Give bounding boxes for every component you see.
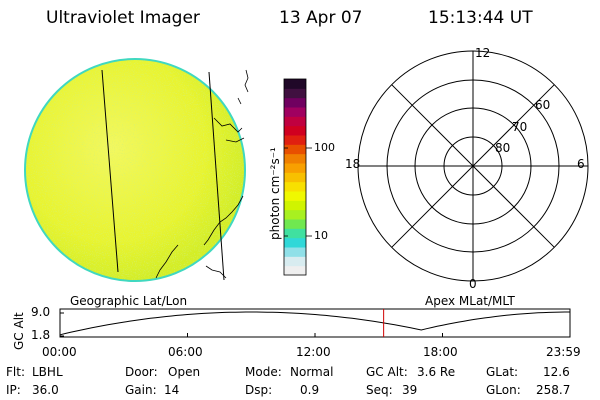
colorbar-segment	[284, 209, 306, 220]
x-tick-0600: 06:00	[168, 345, 203, 359]
colorbar-segment	[284, 125, 306, 136]
mlt-label-0: 0	[469, 277, 477, 291]
filter-value: LBHL	[32, 365, 63, 379]
earth-disk-image	[24, 58, 249, 282]
colorbar-segment	[284, 135, 306, 145]
gain-value: 14	[164, 383, 180, 397]
colorbar-segment	[284, 107, 306, 117]
colorbar-segment	[284, 163, 306, 173]
seq-value: 39	[402, 383, 418, 397]
colorbar-tick-10: 10	[314, 229, 328, 242]
mode-value: Normal	[290, 365, 334, 379]
colorbar-segment	[284, 265, 306, 276]
ip-value: 36.0	[32, 383, 59, 397]
geographic-label: Geographic Lat/Lon	[70, 294, 188, 308]
lat-label-60: 60	[535, 98, 551, 112]
colorbar-segment	[284, 116, 306, 127]
colorbar-segment	[284, 200, 306, 211]
colorbar-segment	[284, 219, 306, 229]
door-value: Open	[168, 365, 201, 379]
date-label: 13 Apr 07	[279, 8, 363, 28]
altitude-timeline-plot	[59, 308, 571, 338]
dsp-label: Dsp:	[245, 383, 273, 397]
coastline-outline	[155, 69, 249, 279]
x-tick-1800: 18:00	[423, 345, 458, 359]
colorbar-segment	[284, 191, 306, 201]
altitude-curve	[59, 311, 570, 336]
colorbar-segment	[284, 144, 306, 155]
x-tick-2359: 23:59	[546, 345, 581, 359]
glat-value: 12.6	[543, 365, 570, 379]
colorbar-tick-100: 100	[314, 141, 335, 154]
y-tick-9: 9.0	[31, 305, 51, 319]
gc-alt-label: GC Alt:	[366, 365, 408, 379]
colorbar-segment	[284, 228, 306, 239]
colorbar-segment	[284, 172, 306, 183]
mlt-label-12: 12	[475, 46, 491, 60]
mode-label: Mode:	[245, 365, 282, 379]
lat-label-80: 80	[495, 141, 511, 155]
colorbar-segment	[284, 153, 306, 164]
gain-label: Gain:	[125, 383, 157, 397]
glat-label: GLat:	[486, 365, 519, 379]
seq-label: Seq:	[366, 383, 393, 397]
colorbar-segment	[284, 181, 306, 192]
gc-alt-axis-label: GC Alt	[12, 312, 26, 350]
x-tick-0000: 00:00	[42, 345, 77, 359]
colorbar-unit-label: photon cm⁻²s⁻¹	[268, 147, 282, 240]
glon-label: GLon:	[486, 383, 521, 397]
colorbar-segment	[284, 88, 306, 99]
mlt-label-6: 6	[577, 157, 585, 171]
filter-label: Flt:	[6, 365, 25, 379]
dsp-value: 0.9	[300, 383, 320, 397]
longitude-line-left	[101, 69, 119, 273]
colorbar-segment	[284, 79, 306, 89]
lat-label-70: 70	[512, 120, 528, 134]
colorbar-segment	[284, 97, 306, 108]
glon-value: 258.7	[536, 383, 571, 397]
door-label: Door:	[125, 365, 158, 379]
y-tick-1-8: 1.8	[31, 328, 51, 342]
x-tick-1200: 12:00	[296, 345, 331, 359]
time-label: 15:13:44 UT	[428, 8, 533, 28]
gc-alt-value: 3.6 Re	[417, 365, 456, 379]
colorbar-segment	[284, 256, 306, 267]
ip-label: IP:	[6, 383, 21, 397]
instrument-title: Ultraviolet Imager	[46, 8, 200, 28]
colorbar-segment	[284, 237, 306, 248]
apex-label: Apex MLat/MLT	[425, 294, 515, 308]
polar-plot	[357, 50, 589, 282]
longitude-line-right	[208, 71, 225, 281]
colorbar-frame	[283, 78, 307, 276]
mlt-label-18: 18	[345, 157, 361, 171]
colorbar-segment	[284, 247, 306, 257]
colorbar	[284, 79, 306, 276]
